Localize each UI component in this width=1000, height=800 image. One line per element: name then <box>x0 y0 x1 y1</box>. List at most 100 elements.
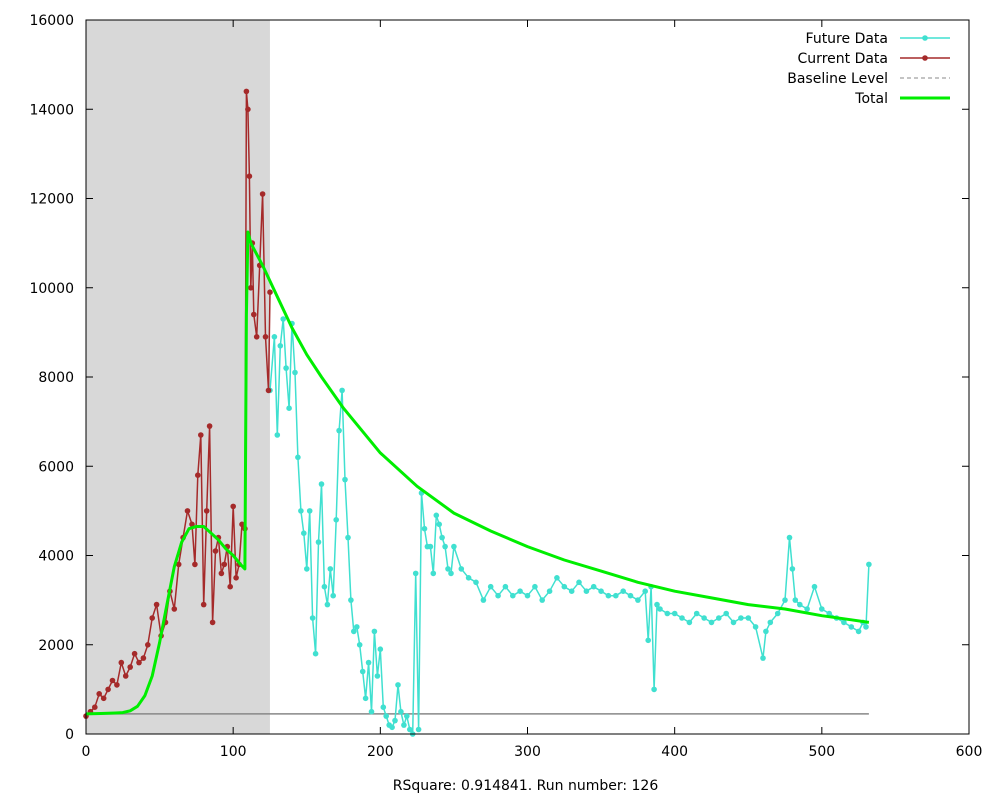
data-point <box>723 610 729 617</box>
legend-label-baseline-level: Baseline Level <box>787 71 888 87</box>
x-tick-label: 0 <box>82 744 91 760</box>
data-point <box>657 606 663 612</box>
data-point <box>797 601 803 608</box>
data-point <box>203 508 210 514</box>
data-point <box>280 316 287 322</box>
data-point <box>855 628 862 635</box>
y-tick-label: 16000 <box>29 13 74 29</box>
data-point <box>716 615 722 621</box>
data-point <box>246 173 253 179</box>
data-point <box>510 592 516 599</box>
data-point <box>708 619 715 626</box>
data-point <box>277 343 284 349</box>
data-point <box>127 664 133 670</box>
data-point <box>811 583 818 590</box>
data-point <box>262 334 269 340</box>
legend-label-current-data: Current Data <box>798 51 888 67</box>
data-point <box>251 311 257 318</box>
data-point <box>532 583 538 590</box>
data-point <box>752 624 759 630</box>
data-point <box>149 615 155 621</box>
data-point <box>301 530 307 536</box>
data-point <box>306 508 313 514</box>
data-point <box>227 583 233 590</box>
data-point <box>439 534 445 541</box>
data-point <box>645 637 651 644</box>
data-point <box>804 606 810 612</box>
data-point <box>96 691 102 697</box>
legend-label-total: Total <box>854 91 888 107</box>
data-point <box>445 566 451 572</box>
data-point <box>283 365 289 371</box>
data-point <box>377 646 384 652</box>
data-point <box>627 592 634 599</box>
legend-marker-current-data <box>922 55 928 61</box>
data-point <box>359 668 366 675</box>
data-point <box>448 570 454 577</box>
data-point <box>339 387 345 394</box>
y-tick-label: 8000 <box>38 370 74 386</box>
data-point <box>415 726 422 733</box>
series-line-total <box>85 230 870 716</box>
data-point <box>554 575 560 581</box>
data-point <box>568 588 575 594</box>
data-point <box>389 724 395 731</box>
data-point <box>371 628 378 635</box>
data-point <box>245 106 251 113</box>
data-point <box>539 597 545 603</box>
data-point <box>145 642 151 648</box>
data-point <box>342 476 348 483</box>
data-point <box>233 575 239 581</box>
data-point <box>153 601 160 608</box>
y-tick-label: 10000 <box>29 281 74 297</box>
data-point <box>517 588 523 594</box>
data-point <box>738 615 744 621</box>
data-point <box>265 387 272 394</box>
data-point <box>192 561 198 568</box>
x-tick-label: 600 <box>956 744 983 760</box>
data-point <box>458 566 465 572</box>
data-point <box>356 642 363 648</box>
data-point <box>524 592 531 599</box>
data-point <box>298 508 304 514</box>
data-point <box>374 673 381 679</box>
data-point <box>200 601 207 608</box>
data-point <box>782 597 788 603</box>
data-point <box>100 695 107 702</box>
data-point <box>433 512 440 519</box>
data-point <box>502 583 509 590</box>
data-point <box>421 525 428 532</box>
data-point <box>465 575 472 581</box>
ticks-layer: 0 100 200 300 400 500 600020004000600080001000… <box>29 13 982 760</box>
series-future-data <box>267 316 872 737</box>
data-point <box>336 427 342 434</box>
data-point <box>380 704 387 710</box>
series-layer <box>83 88 872 737</box>
data-point <box>309 615 316 621</box>
data-point <box>789 566 796 572</box>
data-point <box>398 708 404 715</box>
data-point <box>206 423 213 429</box>
data-point <box>189 521 195 528</box>
data-point <box>436 521 443 528</box>
data-point <box>131 650 138 657</box>
data-point <box>576 579 582 586</box>
data-point <box>212 548 219 554</box>
data-point <box>392 717 398 724</box>
data-point <box>651 686 657 693</box>
legend-label-future-data: Future Data <box>806 31 888 47</box>
data-point <box>198 432 204 438</box>
data-point <box>654 601 660 608</box>
series-line-future-data <box>269 318 870 735</box>
data-point <box>362 695 369 702</box>
data-point <box>480 597 487 603</box>
data-point <box>184 508 191 514</box>
data-point <box>345 534 351 541</box>
data-point <box>451 543 457 550</box>
data-point <box>760 655 766 661</box>
data-point <box>274 432 281 438</box>
data-point <box>259 191 266 197</box>
data-point <box>693 610 700 617</box>
x-axis-label: RSquare: 0.914841. Run number: 126 <box>393 778 659 794</box>
data-point <box>368 708 375 715</box>
